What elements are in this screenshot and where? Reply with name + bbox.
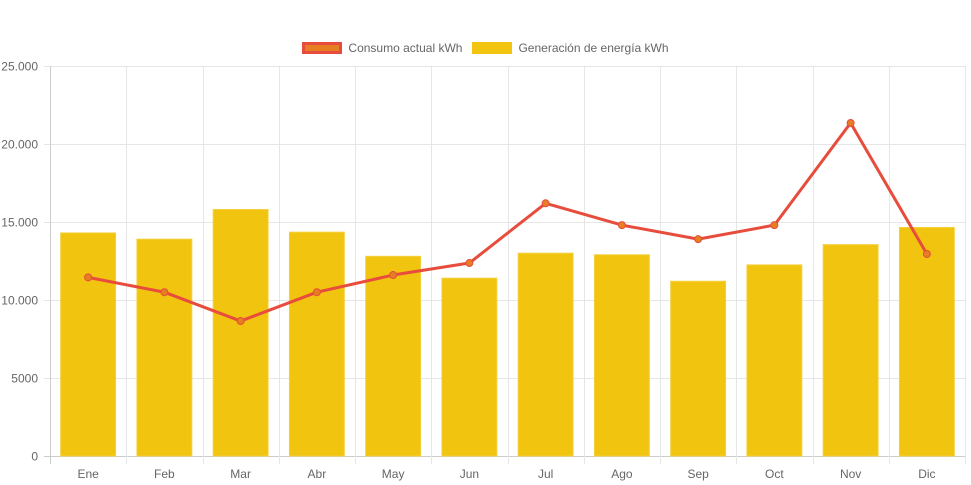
x-tick-label: Dic [918, 467, 935, 481]
bar-oct [746, 264, 803, 457]
legend-item-consumo[interactable]: Consumo actual kWh [302, 41, 462, 55]
legend-swatch-consumo [302, 42, 343, 54]
point-may [389, 271, 398, 280]
x-tick-label: Jul [538, 467, 553, 481]
y-tick-label: 5000 [11, 372, 38, 386]
point-dic [922, 249, 931, 258]
y-tick-label: 0 [31, 450, 38, 464]
point-mar [236, 317, 245, 326]
point-oct [770, 221, 779, 230]
generation-bars [60, 209, 955, 457]
x-tick-label: Sep [687, 467, 709, 481]
x-tick-label: Mar [230, 467, 251, 481]
x-tick-label: Feb [154, 467, 175, 481]
point-jun [465, 259, 474, 268]
legend-label-consumo: Consumo actual kWh [348, 41, 463, 55]
x-tick-label: May [382, 467, 405, 481]
x-tick-label: Ago [611, 467, 633, 481]
chart-legend: Consumo actual kWh Generación de energía… [0, 41, 971, 55]
x-tick-label: Nov [840, 467, 861, 481]
legend-label-generacion: Generación de energía kWh [518, 41, 669, 55]
point-jul [541, 199, 550, 208]
legend-item-generacion[interactable]: Generación de energía kWh [472, 41, 669, 55]
bar-jul [517, 252, 574, 457]
x-tick-label: Ene [77, 467, 99, 481]
bar-feb [136, 238, 193, 457]
y-tick-label: 20.000 [1, 138, 38, 152]
bar-sep [670, 280, 727, 457]
bar-ago [593, 254, 650, 457]
legend-swatch-generacion [472, 42, 513, 54]
bar-may [365, 255, 422, 457]
point-abr [312, 288, 321, 297]
y-tick-label: 25.000 [1, 60, 38, 74]
bar-mar [212, 209, 269, 457]
grid-lines [44, 66, 966, 464]
x-tick-label: Oct [765, 467, 784, 481]
x-tick-label: Jun [460, 467, 479, 481]
y-tick-label: 15.000 [1, 216, 38, 230]
bar-ene [60, 232, 117, 457]
point-ene [84, 273, 93, 282]
point-nov [846, 118, 855, 127]
x-tick-label: Abr [308, 467, 327, 481]
consumption-line-path [87, 121, 929, 323]
point-sep [694, 235, 703, 244]
bar-nov [822, 244, 879, 457]
point-ago [617, 221, 626, 230]
bar-jun [441, 277, 498, 457]
bar-dic [898, 226, 955, 457]
point-feb [160, 288, 169, 297]
bar-abr [288, 231, 345, 457]
y-axis: 0 5000 10.000 15.000 20.000 25.000 [1, 60, 38, 464]
x-axis: Ene Feb Mar Abr May Jun Jul Ago Sep Oct Nov Dic [77, 467, 935, 481]
y-tick-label: 10.000 [1, 294, 38, 308]
consumption-line [84, 118, 931, 326]
